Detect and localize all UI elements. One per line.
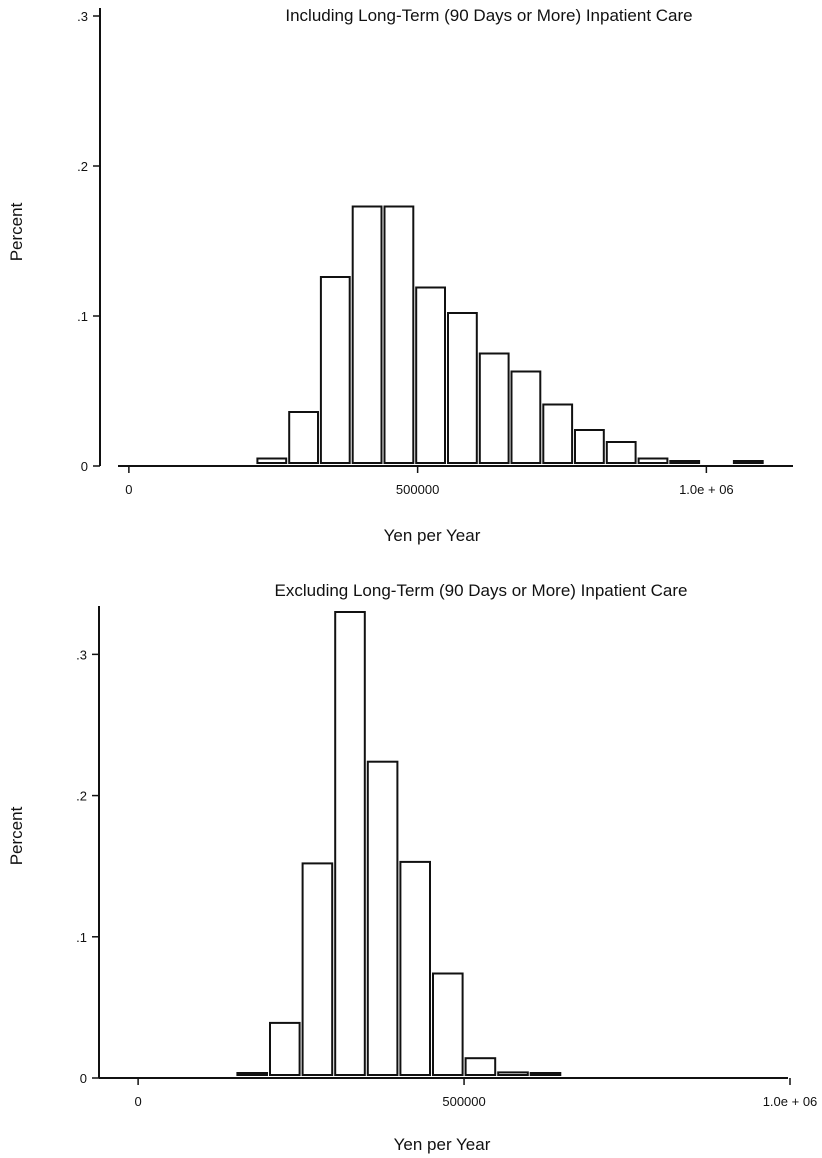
y-axis-label: Percent <box>7 806 26 865</box>
x-tick-label: 1.0e + 06 <box>763 1094 818 1109</box>
chart-title: Excluding Long-Term (90 Days or More) In… <box>275 581 688 600</box>
histogram-bar <box>432 972 464 1076</box>
histogram-bar <box>319 276 351 464</box>
histogram-bar <box>351 205 383 464</box>
histogram-bar <box>399 860 431 1077</box>
x-tick-label: 500000 <box>442 1094 485 1109</box>
axes: 0 .1 .2 .3 0 500000 1.0e + 06 <box>77 8 793 497</box>
y-tick-label: .1 <box>77 309 88 324</box>
histogram-bar <box>236 1072 268 1076</box>
histogram-bar <box>447 312 478 464</box>
y-tick-label: 0 <box>80 1071 87 1086</box>
histogram-bar <box>288 411 320 464</box>
histogram-bar <box>415 286 447 464</box>
histogram-bar <box>256 457 288 464</box>
y-tick-label: .2 <box>77 159 88 174</box>
histogram-bars <box>236 611 562 1077</box>
x-tick-label: 1.0e + 06 <box>679 482 734 497</box>
histogram-bar <box>529 1072 562 1076</box>
chart-title: Including Long-Term (90 Days or More) In… <box>285 6 692 25</box>
histogram-bar <box>542 403 574 464</box>
histogram-bar <box>637 457 669 464</box>
histogram-bars <box>256 205 764 464</box>
histogram-bar <box>464 1057 497 1076</box>
x-axis-label: Yen per Year <box>394 1135 491 1154</box>
histogram-bar <box>301 862 334 1077</box>
x-axis-label: Yen per Year <box>384 526 481 545</box>
y-axis-label: Percent <box>7 202 26 261</box>
histogram-bar <box>497 1071 529 1077</box>
axes: 0 .1 .2 .3 0 500000 1.0e + 06 <box>76 606 817 1109</box>
y-tick-label: .3 <box>76 647 87 662</box>
histogram-bar <box>510 370 542 464</box>
histogram-bar <box>669 460 701 464</box>
histogram-bar <box>383 205 415 464</box>
y-tick-label: 0 <box>81 459 88 474</box>
y-tick-label: .3 <box>77 9 88 24</box>
histogram-bar <box>605 441 637 464</box>
y-tick-label: .1 <box>76 930 87 945</box>
histogram-bar <box>366 760 399 1076</box>
histogram-bar <box>269 1021 301 1077</box>
histogram-including-long-term: Including Long-Term (90 Days or More) In… <box>7 6 793 545</box>
x-tick-label: 0 <box>125 482 132 497</box>
histogram-bar <box>574 429 605 464</box>
histogram-bar <box>478 352 510 464</box>
x-tick-label: 500000 <box>396 482 439 497</box>
histogram-bar <box>334 611 366 1076</box>
x-tick-label: 0 <box>134 1094 141 1109</box>
y-tick-label: .2 <box>76 789 87 804</box>
histogram-bar <box>732 460 764 464</box>
histogram-excluding-long-term: Excluding Long-Term (90 Days or More) In… <box>7 581 817 1154</box>
